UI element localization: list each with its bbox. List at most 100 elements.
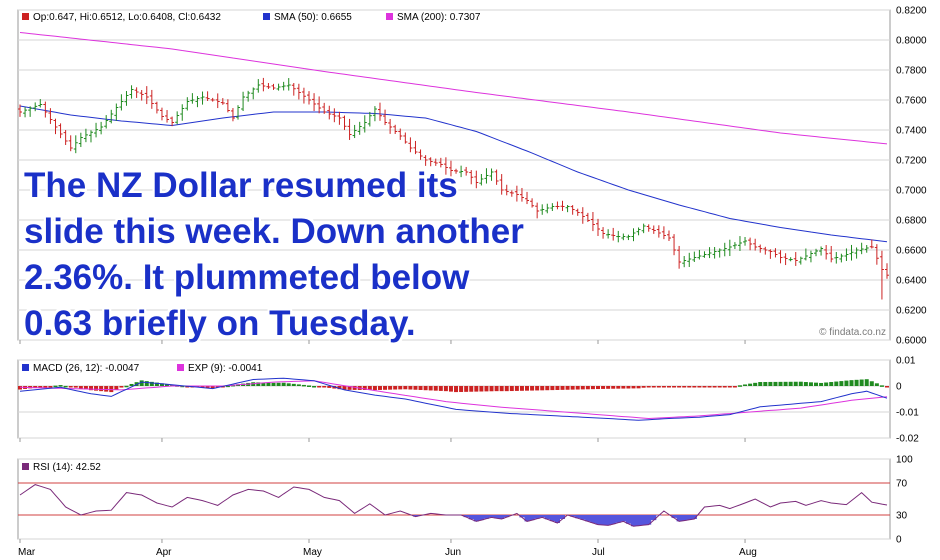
macd-histogram-bar — [844, 380, 849, 386]
macd-histogram-bar — [43, 386, 48, 388]
ohlc-bar — [803, 248, 808, 261]
price-y-ticks: 0.6000 0.6200 0.6400 0.6600 0.6800 0.7000 0.72… — [896, 6, 927, 347]
rsi-oversold-fill — [412, 515, 697, 527]
price-tick-label: 0.7200 — [896, 156, 927, 167]
ohlc-bar — [596, 218, 600, 236]
month-label: Jun — [445, 547, 461, 558]
macd-histogram-bar — [129, 383, 134, 386]
macd-histogram-bar — [94, 386, 99, 391]
macd-histogram-bar — [641, 386, 646, 388]
ohlc-bar — [43, 101, 48, 118]
ohlc-bar — [433, 158, 438, 166]
legend-exp: EXP (9): -0.0041 — [188, 363, 263, 374]
macd-histogram-bar — [656, 386, 661, 388]
macd-histogram-bar — [48, 386, 53, 388]
ohlc-bar — [758, 244, 763, 253]
macd-histogram-bar — [768, 381, 773, 386]
ohlc-bar — [236, 105, 241, 120]
ohlc-bar — [621, 233, 626, 241]
ohlc-bar — [33, 102, 38, 112]
ohlc-bar — [778, 250, 783, 264]
ohlc-bar — [357, 121, 362, 135]
ohlc-bar — [499, 174, 504, 195]
macd-histogram-bar — [372, 386, 377, 391]
rsi-legend: RSI (14): 42.52 — [22, 462, 101, 473]
ohlc-bar — [854, 247, 859, 259]
ohlc-bar — [139, 89, 144, 101]
macd-histogram-bar — [697, 386, 702, 388]
ohlc-bar — [438, 157, 443, 168]
macd-histogram-bar — [464, 386, 469, 392]
ohlc-bar — [104, 115, 109, 129]
legend-swatch-sma200 — [386, 13, 393, 20]
macd-histogram-bar — [687, 386, 692, 388]
ohlc-bar — [342, 115, 347, 130]
ohlc-bar — [829, 245, 834, 263]
ohlc-bar — [656, 225, 661, 238]
ohlc-bar — [651, 225, 656, 234]
ohlc-bar — [322, 102, 327, 114]
macd-histogram-bar — [322, 386, 327, 388]
headline-annotation: The NZ Dollar resumed its slide this wee… — [24, 163, 584, 347]
macd-histogram-bar — [327, 386, 332, 388]
ohlc-bar — [722, 242, 727, 257]
macd-panel-frame — [17, 359, 891, 439]
ohlc-bar — [337, 111, 342, 125]
ohlc-bar — [575, 208, 580, 216]
macd-histogram-bar — [525, 386, 530, 391]
ohlc-bar — [99, 121, 104, 135]
macd-histogram-bar — [88, 386, 93, 391]
legend-swatch-rsi — [22, 463, 29, 470]
macd-histogram-bar — [58, 385, 63, 387]
macd-histogram-bar — [367, 386, 372, 391]
macd-histogram-bar — [712, 386, 717, 388]
ohlc-bar — [601, 227, 606, 239]
macd-legend: MACD (26, 12): -0.0047 EXP (9): -0.0041 — [22, 363, 263, 374]
macd-histogram-bar — [879, 385, 884, 387]
macd-histogram-bar — [154, 382, 159, 386]
ohlc-bar — [849, 244, 854, 261]
macd-histogram-bar — [499, 386, 504, 392]
ohlc-bar — [530, 198, 535, 208]
ohlc-bar — [94, 122, 99, 138]
ohlc-bar — [88, 130, 93, 143]
ohlc-bar — [124, 91, 129, 106]
macd-histogram-bar — [717, 386, 722, 388]
ohlc-bar — [58, 123, 63, 139]
macd-histogram-bar — [165, 384, 170, 386]
macd-histogram-bar — [819, 382, 824, 386]
macd-histogram-bar — [398, 386, 403, 390]
macd-tick-label: 0 — [896, 382, 902, 393]
ohlc-bar — [109, 109, 114, 124]
ohlc-bar — [535, 202, 540, 219]
ohlc-bar — [454, 168, 459, 174]
rsi-tick-label: 100 — [896, 455, 913, 466]
macd-histogram-bar — [555, 386, 560, 390]
legend-ohlc: Op:0.647, Hi:0.6512, Lo:0.6408, Cl:0.643… — [33, 12, 221, 23]
ohlc-bar — [418, 149, 423, 160]
rsi-tick-label: 70 — [896, 479, 908, 490]
ohlc-bar — [514, 185, 519, 202]
macd-histogram-bar — [307, 385, 311, 387]
macd-histogram-bar — [469, 386, 474, 392]
ohlc-bar — [672, 234, 677, 256]
macd-histogram-bar — [646, 386, 651, 388]
macd-histogram-bar — [824, 382, 829, 386]
ohlc-bar — [834, 252, 839, 264]
macd-histogram-bar — [276, 382, 281, 386]
macd-histogram-bar — [139, 380, 144, 386]
ohlc-bar — [53, 118, 58, 135]
ohlc-bar — [408, 137, 413, 153]
ohlc-bar — [180, 104, 185, 121]
ohlc-bar — [443, 157, 448, 175]
ohlc-bar — [286, 78, 291, 91]
ohlc-bar — [403, 132, 408, 144]
ohlc-bar — [525, 191, 530, 205]
ohlc-bar — [220, 98, 225, 105]
macd-histogram-bar — [104, 386, 109, 392]
ohlc-bar — [489, 168, 494, 181]
macd-histogram-bar — [443, 386, 448, 392]
ohlc-bar — [68, 135, 73, 152]
macd-histogram-bar — [393, 386, 398, 390]
ohlc-bar — [200, 91, 205, 105]
